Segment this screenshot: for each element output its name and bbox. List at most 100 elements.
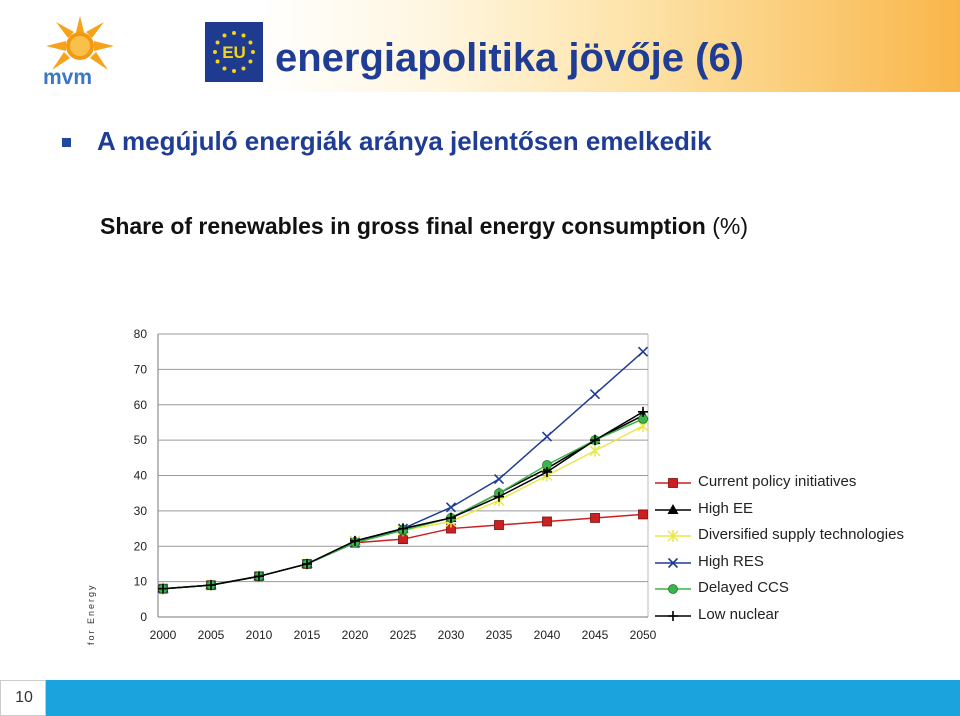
data-point — [302, 558, 312, 569]
data-point — [638, 509, 648, 520]
footer-bar — [0, 680, 960, 716]
chart-legend: Current policy initiatives High EE Diversi… — [655, 472, 945, 632]
eu-star-icon — [213, 50, 217, 54]
legend-label: Diversified supply technologies — [698, 526, 904, 544]
y-tick-label: 50 — [134, 433, 148, 447]
data-point — [667, 530, 679, 543]
legend-item: High RES — [655, 552, 945, 579]
data-point — [350, 535, 360, 546]
legend-item: Delayed CCS — [655, 578, 945, 605]
series-line — [162, 425, 644, 590]
chart-title: Share of renewables in gross final energ… — [100, 213, 748, 240]
x-tick-label: 2035 — [486, 628, 513, 642]
y-tick-label: 30 — [134, 504, 148, 518]
data-point — [542, 516, 552, 527]
legend-item: Current policy initiatives — [655, 472, 945, 499]
eu-star-icon — [215, 40, 220, 45]
series-4 — [158, 413, 648, 594]
x-tick-label: 2025 — [390, 628, 417, 642]
data-point — [445, 502, 457, 513]
y-tick-label: 20 — [134, 539, 148, 553]
series-5 — [158, 406, 648, 594]
series-line — [162, 414, 644, 590]
data-point — [542, 466, 552, 477]
data-point — [638, 406, 648, 417]
data-point — [589, 444, 601, 457]
legend-swatch-icon — [655, 478, 691, 488]
data-point — [254, 571, 264, 582]
y-tick-label: 40 — [134, 469, 148, 483]
data-point — [668, 610, 678, 621]
data-point — [541, 431, 553, 442]
bullet-icon — [62, 138, 71, 147]
data-point — [494, 520, 504, 530]
eu-star-icon — [241, 66, 246, 71]
legend-swatch-icon — [655, 610, 691, 621]
y-tick-label: 0 — [140, 610, 147, 624]
x-tick-label: 2030 — [438, 628, 465, 642]
data-point — [206, 580, 216, 591]
data-point — [667, 557, 679, 568]
page-number-box: 10 — [0, 680, 46, 716]
eu-star-icon — [241, 33, 246, 38]
chart-title-unit: (%) — [712, 213, 748, 239]
x-tick-label: 2020 — [342, 628, 369, 642]
legend-label: Current policy initiatives — [698, 473, 857, 490]
series-line — [162, 418, 644, 590]
eu-flag-icon: EU — [205, 22, 263, 82]
eu-star-icon — [222, 66, 227, 71]
data-point — [398, 523, 408, 534]
data-point — [494, 491, 504, 502]
x-tick-label: 2050 — [630, 628, 657, 642]
subtitle: A megújuló energiák aránya jelentősen em… — [97, 126, 712, 156]
page-title: energiapolitika jövője (6) — [275, 36, 745, 80]
legend-label: Delayed CCS — [698, 579, 789, 597]
legend-swatch-icon — [655, 530, 691, 543]
x-tick-label: 2045 — [582, 628, 609, 642]
data-point — [590, 513, 600, 523]
legend-swatch-icon — [655, 557, 691, 568]
header-band — [260, 0, 960, 92]
series-line — [162, 411, 644, 590]
legend-item: Diversified supply technologies — [655, 525, 945, 552]
eu-star-icon — [251, 50, 255, 54]
y-tick-label: 10 — [134, 575, 148, 589]
x-tick-label: 2000 — [150, 628, 177, 642]
data-point — [590, 435, 600, 446]
eu-star-icon — [222, 33, 227, 38]
eu-star-icon — [248, 59, 253, 64]
eu-label: EU — [222, 43, 246, 62]
page-number: 10 — [15, 689, 33, 706]
series-2 — [157, 419, 649, 595]
eu-star-icon — [215, 59, 220, 64]
y-tick-label: 60 — [134, 398, 148, 412]
data-point — [493, 473, 505, 485]
legend-item: High EE — [655, 499, 945, 526]
logo-text: mvm — [43, 66, 93, 89]
data-point — [446, 512, 456, 523]
legend-label: High RES — [698, 552, 764, 570]
eu-star-icon — [232, 31, 236, 35]
legend-label: Low nuclear — [698, 605, 779, 623]
data-point — [667, 503, 679, 514]
x-tick-label: 2015 — [294, 628, 321, 642]
data-point — [589, 389, 601, 400]
data-point — [158, 583, 168, 594]
data-point — [637, 346, 649, 357]
x-tick-label: 2005 — [198, 628, 225, 642]
legend-item: Low nuclear — [655, 605, 945, 632]
x-tick-label: 2040 — [534, 628, 561, 642]
eu-star-icon — [248, 40, 253, 45]
x-tick-label: 2010 — [246, 628, 273, 642]
series-3 — [157, 346, 649, 594]
legend-swatch-icon — [655, 584, 691, 595]
y-tick-label: 80 — [134, 327, 148, 341]
side-text: for Energy — [86, 583, 96, 645]
data-point — [668, 478, 678, 488]
mvm-sun-logo-icon — [46, 16, 114, 70]
series-line — [162, 351, 644, 590]
legend-label: High EE — [698, 499, 754, 517]
chart-title-text: Share of renewables in gross final energ… — [100, 213, 706, 239]
legend-swatch-icon — [655, 503, 691, 514]
